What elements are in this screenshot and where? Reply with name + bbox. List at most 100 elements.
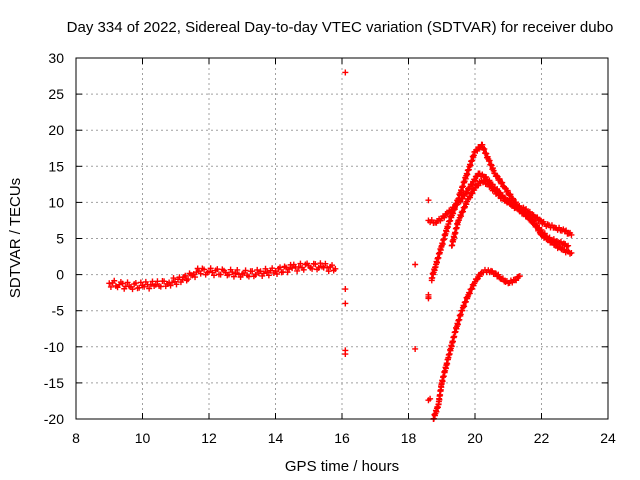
data-point-marker bbox=[427, 395, 434, 402]
data-point-marker bbox=[229, 269, 236, 276]
data-point-marker bbox=[428, 277, 435, 284]
y-tick-label: -10 bbox=[44, 339, 64, 355]
data-point-marker bbox=[527, 215, 534, 222]
x-tick-label: 12 bbox=[201, 430, 217, 446]
data-point-marker bbox=[510, 195, 517, 202]
data-point-marker bbox=[185, 276, 192, 283]
chart-title: Day 334 of 2022, Sidereal Day-to-day VTE… bbox=[67, 19, 614, 36]
data-point-marker bbox=[441, 214, 448, 221]
data-point-marker bbox=[129, 286, 136, 293]
y-tick-label: -20 bbox=[44, 411, 64, 427]
data-point-marker bbox=[534, 221, 541, 228]
data-point-marker bbox=[412, 261, 419, 268]
data-point-marker bbox=[538, 226, 545, 233]
x-tick-label: 20 bbox=[467, 430, 483, 446]
data-point-marker bbox=[466, 185, 473, 192]
data-point-marker bbox=[535, 224, 542, 231]
data-point-marker bbox=[464, 189, 471, 196]
data-point-marker bbox=[207, 265, 214, 272]
data-point-marker bbox=[272, 267, 279, 274]
data-point-marker bbox=[269, 265, 276, 272]
data-point-marker bbox=[262, 265, 269, 272]
y-tick-label: 0 bbox=[56, 267, 64, 283]
data-point-marker bbox=[249, 268, 256, 275]
data-point-marker bbox=[565, 242, 572, 249]
data-point-marker bbox=[167, 282, 174, 289]
x-tick-label: 18 bbox=[401, 430, 417, 446]
data-point-marker bbox=[472, 177, 478, 184]
data-point-marker bbox=[507, 191, 514, 198]
data-point-marker bbox=[297, 260, 304, 267]
data-point-marker bbox=[286, 266, 293, 273]
data-point-marker bbox=[493, 172, 500, 179]
data-point-marker bbox=[469, 190, 476, 197]
y-tick-label: 15 bbox=[48, 158, 64, 174]
data-point-marker bbox=[506, 192, 513, 199]
y-tick-label: 20 bbox=[48, 122, 64, 138]
data-point-marker bbox=[295, 264, 302, 271]
data-point-marker bbox=[201, 266, 208, 273]
data-point-marker bbox=[264, 269, 271, 276]
data-point-marker bbox=[146, 285, 153, 292]
data-point-marker bbox=[499, 275, 506, 282]
data-point-marker bbox=[563, 227, 570, 234]
data-point-marker bbox=[541, 230, 548, 237]
data-point-marker bbox=[274, 271, 281, 278]
data-point-marker bbox=[206, 268, 212, 275]
data-point-marker bbox=[210, 272, 217, 279]
x-tick-label: 10 bbox=[135, 430, 151, 446]
data-point-marker bbox=[496, 175, 503, 182]
data-point-marker bbox=[182, 272, 189, 279]
data-point-marker bbox=[342, 300, 349, 307]
data-point-marker bbox=[289, 265, 296, 272]
y-axis-label: SDTVAR / TECUs bbox=[7, 178, 24, 298]
x-tick-label: 24 bbox=[600, 430, 616, 446]
data-point-marker bbox=[111, 277, 118, 284]
data-point-marker bbox=[495, 271, 502, 278]
data-point-marker bbox=[466, 290, 473, 297]
data-point-marker bbox=[412, 345, 419, 352]
data-point-marker bbox=[217, 271, 224, 278]
data-point-marker bbox=[242, 267, 249, 274]
data-point-marker bbox=[300, 266, 307, 273]
x-tick-label: 16 bbox=[334, 430, 350, 446]
data-point-marker bbox=[230, 273, 237, 280]
data-point-marker bbox=[237, 273, 244, 280]
data-point-marker bbox=[197, 270, 204, 277]
data-point-marker bbox=[265, 272, 272, 279]
y-tick-label: -5 bbox=[52, 303, 65, 319]
data-point-marker bbox=[232, 270, 239, 277]
data-point-marker bbox=[425, 197, 432, 204]
grid bbox=[76, 58, 608, 419]
data-point-marker bbox=[513, 277, 520, 284]
data-point-marker bbox=[486, 177, 493, 184]
data-point-marker bbox=[332, 265, 339, 272]
data-point-marker bbox=[342, 286, 349, 293]
plot-frame bbox=[75, 57, 609, 420]
data-point-marker bbox=[107, 283, 114, 290]
data-point-marker bbox=[294, 267, 301, 274]
x-tick-label: 14 bbox=[268, 430, 284, 446]
data-point-marker bbox=[466, 289, 473, 296]
data-point-marker bbox=[312, 261, 319, 268]
data-point-marker bbox=[322, 260, 329, 267]
data-point-marker bbox=[469, 181, 476, 188]
data-point-marker bbox=[173, 281, 180, 288]
data-point-marker bbox=[192, 274, 199, 281]
y-tick-label: 25 bbox=[48, 86, 64, 102]
data-point-marker bbox=[568, 231, 575, 238]
data-point-marker bbox=[119, 280, 126, 287]
data-point-marker bbox=[516, 273, 523, 280]
data-point-marker bbox=[536, 216, 543, 223]
data-point-marker bbox=[502, 196, 509, 203]
data-point-marker bbox=[234, 266, 241, 273]
data-point-marker bbox=[499, 179, 506, 186]
x-tick-label: 22 bbox=[534, 430, 550, 446]
y-tick-label: -15 bbox=[44, 375, 64, 391]
data-point-marker bbox=[568, 249, 575, 256]
data-point-marker bbox=[136, 284, 143, 291]
data-point-marker bbox=[225, 271, 232, 278]
data-point-marker bbox=[283, 264, 290, 271]
data-point-marker bbox=[425, 295, 432, 302]
